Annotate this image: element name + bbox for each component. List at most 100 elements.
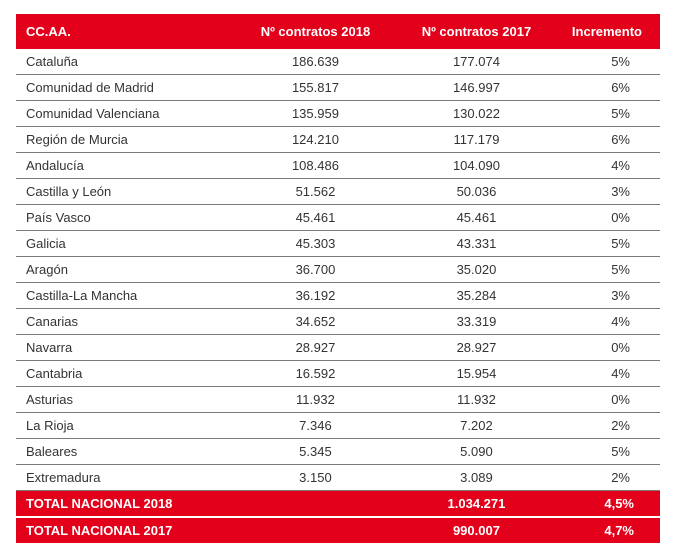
cell-2018: 16.592 [235, 361, 396, 387]
cell-increment: 6% [557, 75, 660, 101]
cell-region: Aragón [16, 257, 235, 283]
table-row: Región de Murcia124.210117.1796% [16, 127, 660, 153]
footer-2018 [235, 491, 396, 518]
cell-2018: 108.486 [235, 153, 396, 179]
cell-2018: 45.303 [235, 231, 396, 257]
table-row: Asturias11.93211.9320% [16, 387, 660, 413]
cell-increment: 5% [557, 257, 660, 283]
cell-increment: 4% [557, 153, 660, 179]
table-row: Castilla-La Mancha36.19235.2843% [16, 283, 660, 309]
cell-2017: 43.331 [396, 231, 557, 257]
footer-row: TOTAL NACIONAL 2018 1.034.2714,5% [16, 491, 660, 518]
cell-increment: 3% [557, 179, 660, 205]
cell-increment: 5% [557, 49, 660, 75]
cell-2018: 11.932 [235, 387, 396, 413]
cell-2017: 104.090 [396, 153, 557, 179]
cell-increment: 5% [557, 231, 660, 257]
cell-region: Canarias [16, 309, 235, 335]
footer-label: TOTAL NACIONAL 2017 [16, 517, 235, 543]
col-header-2017: Nº contratos 2017 [396, 14, 557, 49]
cell-2017: 35.284 [396, 283, 557, 309]
table-row: Andalucía108.486104.0904% [16, 153, 660, 179]
table-row: Comunidad Valenciana135.959130.0225% [16, 101, 660, 127]
cell-region: Comunidad de Madrid [16, 75, 235, 101]
cell-2017: 7.202 [396, 413, 557, 439]
cell-increment: 6% [557, 127, 660, 153]
cell-increment: 4% [557, 361, 660, 387]
cell-2018: 3.150 [235, 465, 396, 491]
cell-2017: 177.074 [396, 49, 557, 75]
cell-2017: 11.932 [396, 387, 557, 413]
cell-increment: 5% [557, 439, 660, 465]
table-row: Baleares5.3455.0905% [16, 439, 660, 465]
table-row: Navarra28.92728.9270% [16, 335, 660, 361]
cell-2017: 130.022 [396, 101, 557, 127]
table-row: Cataluña186.639177.0745% [16, 49, 660, 75]
cell-2018: 34.652 [235, 309, 396, 335]
footer-increment: 4,7% [557, 517, 660, 543]
cell-2018: 36.192 [235, 283, 396, 309]
cell-2018: 155.817 [235, 75, 396, 101]
table-footer: TOTAL NACIONAL 20181.034.2714,5%TOTAL NA… [16, 491, 660, 544]
cell-region: Castilla y León [16, 179, 235, 205]
contracts-table: CC.AA. Nº contratos 2018 Nº contratos 20… [16, 14, 660, 543]
cell-increment: 5% [557, 101, 660, 127]
cell-2017: 50.036 [396, 179, 557, 205]
table-row: Extremadura3.1503.0892% [16, 465, 660, 491]
cell-2017: 117.179 [396, 127, 557, 153]
cell-increment: 4% [557, 309, 660, 335]
cell-increment: 2% [557, 465, 660, 491]
cell-2018: 45.461 [235, 205, 396, 231]
cell-2018: 186.639 [235, 49, 396, 75]
col-header-2018: Nº contratos 2018 [235, 14, 396, 49]
table-row: Comunidad de Madrid155.817146.9976% [16, 75, 660, 101]
cell-2017: 3.089 [396, 465, 557, 491]
cell-region: Región de Murcia [16, 127, 235, 153]
cell-region: Extremadura [16, 465, 235, 491]
cell-region: Comunidad Valenciana [16, 101, 235, 127]
cell-2017: 146.997 [396, 75, 557, 101]
cell-region: La Rioja [16, 413, 235, 439]
table-row: La Rioja7.3467.2022% [16, 413, 660, 439]
table-row: Aragón36.70035.0205% [16, 257, 660, 283]
footer-2017: 1.034.271 [396, 491, 557, 518]
table-row: Cantabria16.59215.9544% [16, 361, 660, 387]
cell-region: Navarra [16, 335, 235, 361]
cell-increment: 0% [557, 205, 660, 231]
footer-2018 [235, 517, 396, 543]
cell-region: Andalucía [16, 153, 235, 179]
cell-2018: 7.346 [235, 413, 396, 439]
cell-2017: 5.090 [396, 439, 557, 465]
cell-2018: 5.345 [235, 439, 396, 465]
cell-region: País Vasco [16, 205, 235, 231]
cell-2018: 124.210 [235, 127, 396, 153]
cell-increment: 3% [557, 283, 660, 309]
cell-increment: 2% [557, 413, 660, 439]
table-row: Galicia45.30343.3315% [16, 231, 660, 257]
cell-2018: 135.959 [235, 101, 396, 127]
table-row: Castilla y León51.56250.0363% [16, 179, 660, 205]
footer-increment: 4,5% [557, 491, 660, 518]
col-header-region: CC.AA. [16, 14, 235, 49]
footer-label: TOTAL NACIONAL 2018 [16, 491, 235, 518]
cell-increment: 0% [557, 335, 660, 361]
cell-2018: 51.562 [235, 179, 396, 205]
cell-region: Cataluña [16, 49, 235, 75]
cell-region: Cantabria [16, 361, 235, 387]
cell-region: Castilla-La Mancha [16, 283, 235, 309]
cell-2017: 15.954 [396, 361, 557, 387]
cell-2018: 36.700 [235, 257, 396, 283]
footer-2017: 990.007 [396, 517, 557, 543]
table-row: Canarias34.65233.3194% [16, 309, 660, 335]
cell-2017: 33.319 [396, 309, 557, 335]
table-header: CC.AA. Nº contratos 2018 Nº contratos 20… [16, 14, 660, 49]
cell-region: Baleares [16, 439, 235, 465]
cell-2017: 35.020 [396, 257, 557, 283]
cell-2018: 28.927 [235, 335, 396, 361]
cell-increment: 0% [557, 387, 660, 413]
cell-2017: 45.461 [396, 205, 557, 231]
table-row: País Vasco45.46145.4610% [16, 205, 660, 231]
col-header-increment: Incremento [557, 14, 660, 49]
table-body: Cataluña186.639177.0745%Comunidad de Mad… [16, 49, 660, 491]
footer-row: TOTAL NACIONAL 2017 990.0074,7% [16, 517, 660, 543]
